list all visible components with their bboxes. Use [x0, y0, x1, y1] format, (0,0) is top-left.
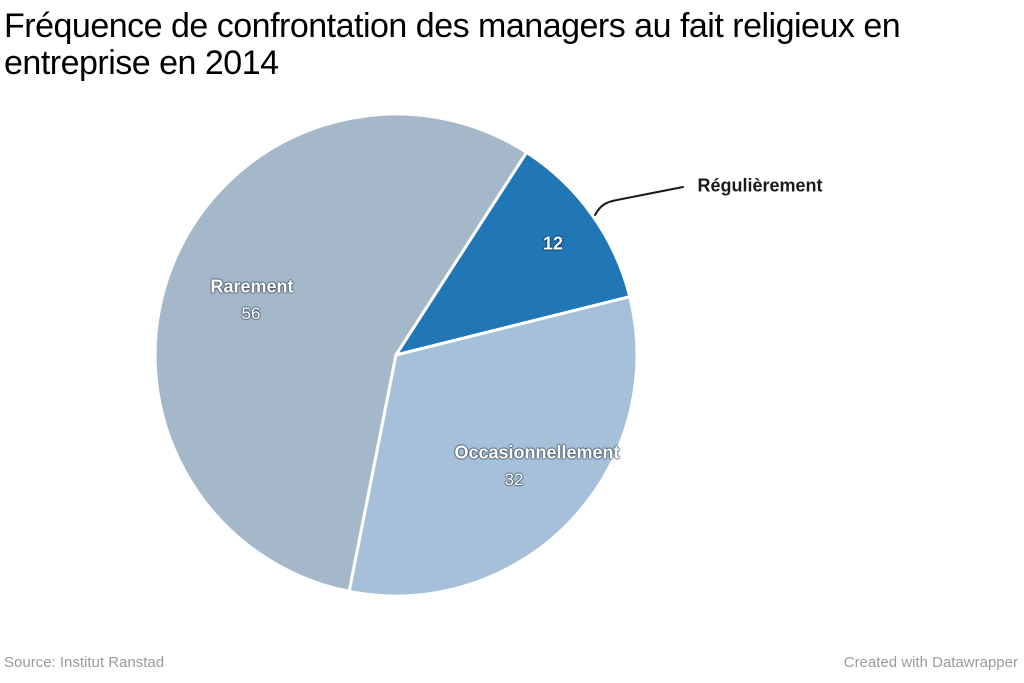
datawrapper-credit-link[interactable]: Created with Datawrapper [843, 654, 1018, 671]
chart-title: Fréquence de confrontation des managers … [4, 8, 1020, 82]
chart-title-line1: Fréquence de confrontation des managers … [4, 7, 901, 45]
pie-slices [153, 112, 639, 598]
chart-title-line2: entreprise en 2014 [4, 44, 279, 82]
source-text: Source: Institut Ranstad [4, 654, 165, 671]
pie-slice-rarement[interactable] [153, 112, 529, 593]
callout-line [594, 186, 684, 216]
footer: Source: Institut Ranstad Created with Da… [0, 654, 1024, 671]
slice-callout-label-regulierement: Régulièrement [697, 175, 823, 196]
pie-slice-regulierement[interactable] [394, 150, 632, 357]
pie-slice-occasionnellement[interactable] [347, 295, 639, 598]
